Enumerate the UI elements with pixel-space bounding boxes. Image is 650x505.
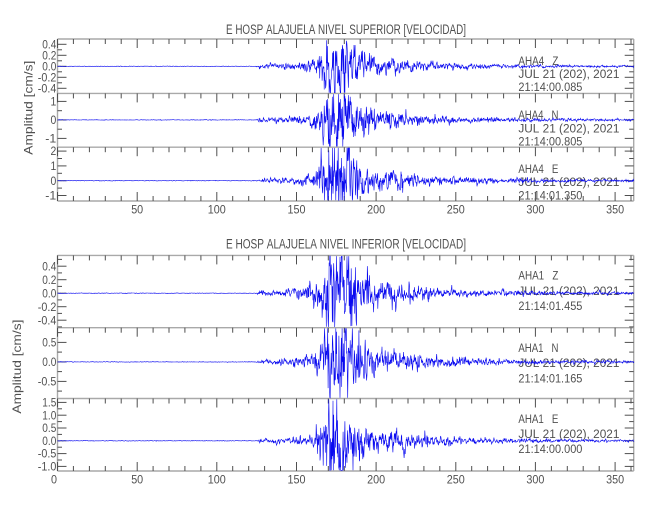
svg-text:JUL 21 (202), 2021: JUL 21 (202), 2021 [518,177,619,189]
svg-text:AHA1 Z: AHA1 Z [518,271,558,283]
svg-text:-0.2: -0.2 [38,72,57,84]
svg-text:300: 300 [526,205,544,217]
svg-text:0.0: 0.0 [42,357,56,369]
svg-text:Amplitud [cm/s]: Amplitud [cm/s] [22,61,36,155]
svg-text:1.0: 1.0 [42,410,56,422]
svg-text:0.0: 0.0 [42,61,56,73]
svg-text:0: 0 [51,176,57,188]
svg-text:AHA1 N: AHA1 N [518,343,558,355]
svg-text:0.2: 0.2 [42,275,56,287]
svg-text:-0.4: -0.4 [38,315,57,327]
svg-text:150: 150 [288,205,306,217]
svg-text:350: 350 [606,475,624,487]
svg-text:E HOSP ALAJUELA NIVEL INFERIOR: E HOSP ALAJUELA NIVEL INFERIOR [VELOCIDA… [226,236,466,251]
svg-text:50: 50 [131,205,143,217]
svg-text:-0.5: -0.5 [38,377,57,389]
svg-text:AHA4 Z: AHA4 Z [518,56,558,68]
svg-text:300: 300 [526,475,544,487]
svg-text:200: 200 [367,205,385,217]
svg-text:21:14:01.455: 21:14:01.455 [518,301,582,313]
svg-text:Amplitud [cm/s]: Amplitud [cm/s] [10,320,24,414]
svg-text:21:14:00.000: 21:14:00.000 [518,444,582,456]
svg-text:250: 250 [447,205,465,217]
svg-text:21:14:00.085: 21:14:00.085 [518,82,582,94]
svg-text:-1: -1 [45,134,56,146]
svg-text:350: 350 [606,205,624,217]
svg-text:AHA1 E: AHA1 E [518,414,558,426]
svg-text:250: 250 [447,475,465,487]
svg-text:0.4: 0.4 [42,261,57,273]
svg-text:JUL 21 (202), 2021: JUL 21 (202), 2021 [518,123,619,135]
svg-text:AHA4 E: AHA4 E [518,164,558,176]
svg-text:50: 50 [131,475,143,487]
svg-text:21:14:01.350: 21:14:01.350 [518,190,582,202]
svg-text:-0.4: -0.4 [38,83,57,95]
svg-text:0.4: 0.4 [42,39,57,51]
svg-text:21:14:00.805: 21:14:00.805 [518,137,582,149]
svg-text:-0.5: -0.5 [38,449,57,461]
svg-text:150: 150 [288,475,306,487]
svg-text:1: 1 [51,161,57,173]
svg-text:E HOSP ALAJUELA NIVEL SUPERIOR: E HOSP ALAJUELA NIVEL SUPERIOR [VELOCIDA… [226,22,466,37]
svg-text:0: 0 [51,475,57,487]
svg-text:-1.0: -1.0 [38,462,57,474]
svg-text:0.0: 0.0 [42,288,56,300]
svg-text:0.2: 0.2 [42,50,56,62]
svg-text:JUL 21 (202), 2021: JUL 21 (202), 2021 [518,69,619,81]
svg-text:100: 100 [208,475,226,487]
svg-text:2: 2 [51,146,57,158]
svg-text:-1: -1 [45,191,56,203]
svg-text:200: 200 [367,475,385,487]
svg-text:-0.2: -0.2 [38,302,57,314]
svg-text:0.0: 0.0 [42,436,56,448]
svg-text:0: 0 [51,115,57,127]
svg-text:1.5: 1.5 [42,398,56,410]
svg-text:1: 1 [51,97,57,109]
svg-text:21:14:01.165: 21:14:01.165 [518,373,582,385]
svg-text:JUL 21 (202), 2021: JUL 21 (202), 2021 [518,429,619,441]
svg-text:100: 100 [208,205,226,217]
svg-text:0.5: 0.5 [42,338,56,350]
svg-text:JUL 21 (202), 2021: JUL 21 (202), 2021 [518,358,619,370]
svg-text:0.5: 0.5 [42,423,56,435]
